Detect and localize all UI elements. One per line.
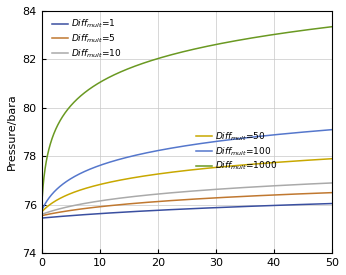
Y-axis label: Pressure/bara: Pressure/bara: [7, 94, 17, 170]
Legend: $\mathit{Diff}_{\mathit{mult}}$=50, $\mathit{Diff}_{\mathit{mult}}$=100, $\mathi: $\mathit{Diff}_{\mathit{mult}}$=50, $\ma…: [195, 130, 277, 172]
